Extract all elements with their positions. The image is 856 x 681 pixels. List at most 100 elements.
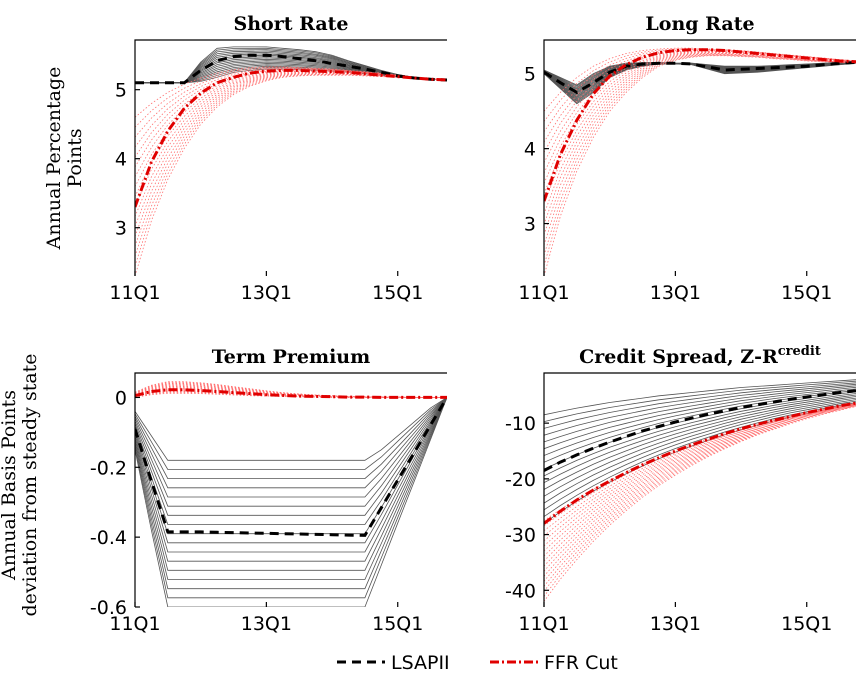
term-xtick-label: 15Q1 [372, 613, 423, 635]
term-lsapii-band-line [135, 397, 447, 516]
credit-ffr-cut-band-line [544, 405, 856, 577]
credit-ffr-cut-band-line [544, 404, 856, 557]
long-lsapii-line [544, 61, 856, 95]
term-xtick-label: 13Q1 [241, 613, 292, 635]
short-ffr-cut-band-line [135, 74, 447, 276]
panel-term-premium: Term Premium 11Q1 13Q1 15Q1 -0.6 -0.4 -0.2 0 [90, 346, 447, 635]
credit-ytick-label: -40 [505, 580, 536, 602]
legend-ffr-label: FFR Cut [544, 652, 618, 674]
term-lsapii-band-line [135, 397, 447, 553]
short-xtick-label: 11Q1 [109, 282, 160, 304]
long-ytick-label: 4 [524, 139, 536, 161]
short-ytick-label: 5 [115, 80, 127, 102]
credit-lsapii-band-line [544, 380, 856, 422]
credit-ffr-cut-band-line [544, 406, 856, 602]
ylabel-top: Annual Percentage Points [43, 67, 86, 251]
long-ffr-cut-band-line [544, 51, 856, 194]
credit-ffr-cut-band-line [544, 403, 856, 547]
short-xtick-label: 15Q1 [372, 282, 423, 304]
long-ytick-label: 5 [524, 64, 536, 86]
short-ffr-cut-band-line [135, 69, 447, 168]
credit-ffr-cut-band-line [544, 403, 856, 552]
panel-credit-spread: Credit Spread, Z-Rcredit 11Q1 13Q1 15Q1 -40 -… [505, 344, 856, 635]
long-ffr-cut-line [544, 48, 856, 202]
short-ffr-cut-line [135, 68, 447, 208]
credit-lsapii-band-line [544, 388, 856, 456]
credit-lsapii-band-line [544, 379, 856, 416]
credit-lsapii-band-line [544, 394, 856, 484]
credit-ffr-cut-band-line [544, 405, 856, 582]
long-ytick-label: 3 [524, 214, 536, 236]
term-lsapii-band-line [135, 397, 447, 562]
term-ytick-label: -0.4 [90, 527, 127, 549]
long-ffr-cut-band-line [544, 52, 856, 215]
term-lsapii-band-line [135, 397, 447, 470]
short-ffr-cut-band-line [135, 70, 447, 187]
credit-title-text: Credit Spread, Z-R [579, 346, 778, 368]
credit-ffr-cut-band-line [544, 403, 856, 542]
short-ffr-cut-band-line [135, 71, 447, 207]
term-ffr-cut-band-line [135, 385, 447, 398]
term-lsapii-band-line [135, 397, 447, 580]
legend: LSAPII FFR Cut [337, 652, 618, 674]
credit-lsapii-band-line [544, 396, 856, 490]
credit-ytick-label: -30 [505, 525, 536, 547]
long-ffr-cut-band-line [544, 53, 856, 235]
term-lsapii-band-line [135, 397, 447, 607]
term-ffr-cut-band-line [135, 387, 447, 398]
long-ffr-cut-band-line [544, 51, 856, 184]
ylabel-top-line1: Annual Percentage [43, 67, 65, 251]
credit-ffr-cut-band-line [544, 405, 856, 592]
short-ffr-cut-band-line [135, 72, 447, 227]
term-ytick-label: -0.6 [90, 597, 127, 619]
short-plot-area [135, 46, 447, 276]
term-ffr-cut-band-line [135, 387, 447, 398]
long-axes [543, 39, 856, 276]
short-ffr-cut-band-line [135, 67, 447, 138]
panel-long-rate: Long Rate 11Q1 13Q1 15Q1 3 4 5 [518, 13, 856, 304]
credit-lsapii-band-line [544, 382, 856, 429]
term-lsapii-band-line [135, 397, 447, 544]
credit-panel-title: Credit Spread, Z-Rcredit [579, 344, 821, 368]
long-ffr-cut-band-line [544, 48, 856, 122]
term-lsapii-band-line [135, 397, 447, 461]
short-ytick-label: 3 [115, 218, 127, 240]
panel-short-rate: Short Rate 11Q1 13Q1 15Q1 3 4 5 [109, 13, 447, 304]
credit-ffr-cut-band-line [544, 403, 856, 532]
ylabel-bottom-line2: deviation from steady state [19, 353, 41, 616]
credit-ffr-cut-band-line [544, 404, 856, 567]
short-ffr-cut-band-line [135, 71, 447, 197]
long-panel-title: Long Rate [645, 13, 754, 35]
term-lsapii-band-line [135, 397, 447, 507]
credit-lsapii-band-line [544, 383, 856, 436]
term-lsapii-band-line [135, 397, 447, 525]
short-lsapii-line [135, 53, 447, 85]
term-ffr-cut-line [135, 388, 447, 399]
long-ffr-cut-band-line [544, 54, 856, 266]
long-ffr-cut-band-line [544, 55, 856, 276]
term-plot-area [135, 381, 447, 607]
short-ytick-label: 4 [115, 149, 127, 171]
credit-title-superscript: credit [778, 344, 821, 359]
long-title-text: Long Rate [645, 13, 754, 35]
long-ffr-cut-band-line [544, 54, 856, 246]
term-panel-title: Term Premium [212, 346, 370, 368]
long-plot-area [544, 47, 856, 276]
short-title-text: Short Rate [233, 13, 348, 35]
term-lsapii-band-line [135, 397, 447, 489]
credit-ffr-cut-line [544, 401, 856, 525]
legend-lsapii-label: LSAPII [391, 652, 450, 674]
long-lsapii-band-line [544, 61, 856, 86]
term-xtick-label: 11Q1 [109, 613, 160, 635]
credit-ffr-cut-band-line [544, 404, 856, 562]
short-axes [134, 39, 447, 276]
ylabel-top-line2: Points [64, 128, 86, 187]
short-ffr-cut-band-line [135, 72, 447, 217]
term-lsapii-band-line [135, 397, 447, 590]
credit-lsapii-band-line [544, 386, 856, 450]
ylabel-bottom-line1: Annual Basis Points [0, 390, 20, 581]
credit-lsapii-band-line [544, 393, 856, 477]
short-ffr-cut-band-line [135, 66, 447, 118]
short-ffr-cut-band-line [135, 73, 447, 257]
